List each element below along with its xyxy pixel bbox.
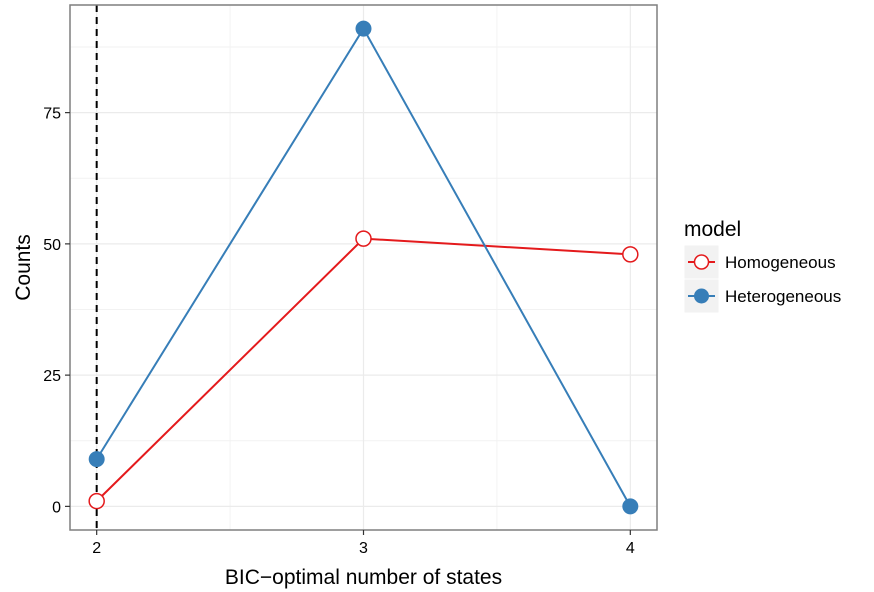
y-axis-title: Counts xyxy=(12,234,35,301)
legend-label: Heterogeneous xyxy=(725,287,841,306)
legend-title: model xyxy=(684,218,741,241)
data-point-heterogeneous xyxy=(355,20,372,37)
legend-key-marker xyxy=(694,288,709,304)
y-tick-label: 25 xyxy=(43,368,61,385)
data-point-homogeneous xyxy=(622,246,639,263)
x-axis-title: BIC−optimal number of states xyxy=(225,566,502,589)
data-point-heterogeneous xyxy=(88,451,105,468)
data-point-homogeneous xyxy=(355,230,372,247)
grid-lines xyxy=(70,5,657,530)
legend: model Homogeneous Heterogeneous xyxy=(683,218,841,314)
x-tick-label: 3 xyxy=(359,540,368,557)
series-group xyxy=(88,20,639,515)
x-tick-label: 4 xyxy=(626,540,635,557)
y-tick-label: 75 xyxy=(43,106,61,123)
data-point-heterogeneous xyxy=(622,498,639,515)
legend-key-marker xyxy=(693,254,710,270)
data-point-homogeneous xyxy=(88,492,105,510)
y-tick-label: 0 xyxy=(52,499,61,516)
legend-label: Homogeneous xyxy=(725,253,836,272)
x-tick-label: 2 xyxy=(92,540,101,557)
axes: 0 25 50 75 2 3 4 xyxy=(43,106,635,557)
y-tick-label: 50 xyxy=(43,237,61,254)
